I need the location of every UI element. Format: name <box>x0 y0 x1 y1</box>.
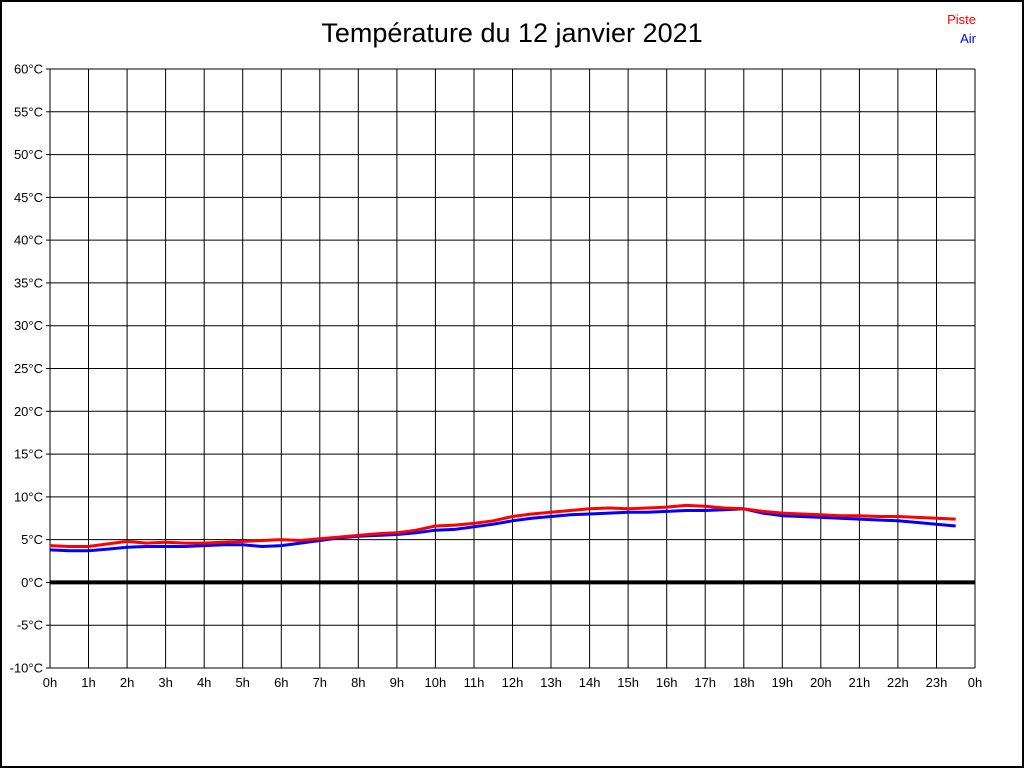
x-tick-label: 16h <box>656 675 678 690</box>
legend-item-piste: Piste <box>947 12 976 27</box>
y-tick-label: 25°C <box>14 361 43 376</box>
y-tick-label: 40°C <box>14 233 43 248</box>
y-tick-label: 60°C <box>14 62 43 77</box>
x-axis-labels: 0h 1h 2h 3h 4h 5h 6h 7h 8h 9h 10h 11h 12h 13h 14h 15h 16… <box>43 675 982 690</box>
x-tick-label: 18h <box>733 675 755 690</box>
x-tick-label: 6h <box>274 675 288 690</box>
x-tick-label: 17h <box>694 675 716 690</box>
x-tick-label: 13h <box>540 675 562 690</box>
y-tick-label: 5°C <box>21 532 43 547</box>
y-tick-label: 15°C <box>14 447 43 462</box>
y-tick-label: -10°C <box>10 661 43 676</box>
y-tick-label: 20°C <box>14 404 43 419</box>
y-tick-label: -5°C <box>17 618 43 633</box>
x-tick-label: 7h <box>313 675 327 690</box>
x-tick-label: 9h <box>390 675 404 690</box>
legend: Piste Air <box>947 13 976 45</box>
x-tick-label: 4h <box>197 675 211 690</box>
chart-title: Température du 12 janvier 2021 <box>321 18 703 48</box>
y-tick-label: 30°C <box>14 318 43 333</box>
x-tick-label: 21h <box>849 675 871 690</box>
y-tick-label: 50°C <box>14 147 43 162</box>
y-tick-label: 35°C <box>14 275 43 290</box>
y-tick-label: 10°C <box>14 489 43 504</box>
x-tick-label: 2h <box>120 675 134 690</box>
x-tick-label: 5h <box>235 675 249 690</box>
legend-item-air: Air <box>960 31 976 46</box>
x-tick-label: 23h <box>926 675 948 690</box>
x-tick-label: 1h <box>81 675 95 690</box>
y-axis-labels: 60°C 55°C 50°C 45°C 40°C 35°C 30°C 25°C 20°C 15°C… <box>10 62 43 676</box>
x-tick-label: 14h <box>579 675 601 690</box>
x-tick-label: 19h <box>771 675 793 690</box>
x-tick-label: 8h <box>351 675 365 690</box>
x-tick-label: 12h <box>502 675 524 690</box>
y-tick-label: 45°C <box>14 190 43 205</box>
x-tick-label: 15h <box>617 675 639 690</box>
x-tick-label: 0h <box>968 675 982 690</box>
x-tick-label: 3h <box>158 675 172 690</box>
x-tick-label: 11h <box>464 675 485 690</box>
x-tick-label: 10h <box>425 675 447 690</box>
series-piste <box>49 503 956 548</box>
x-tick-label: 20h <box>810 675 832 690</box>
y-gridlines <box>46 68 975 669</box>
series-air <box>49 507 956 553</box>
y-tick-label: 0°C <box>21 575 43 590</box>
x-tick-label: 0h <box>43 675 57 690</box>
y-tick-label: 55°C <box>14 104 43 119</box>
x-tick-label: 22h <box>887 675 909 690</box>
